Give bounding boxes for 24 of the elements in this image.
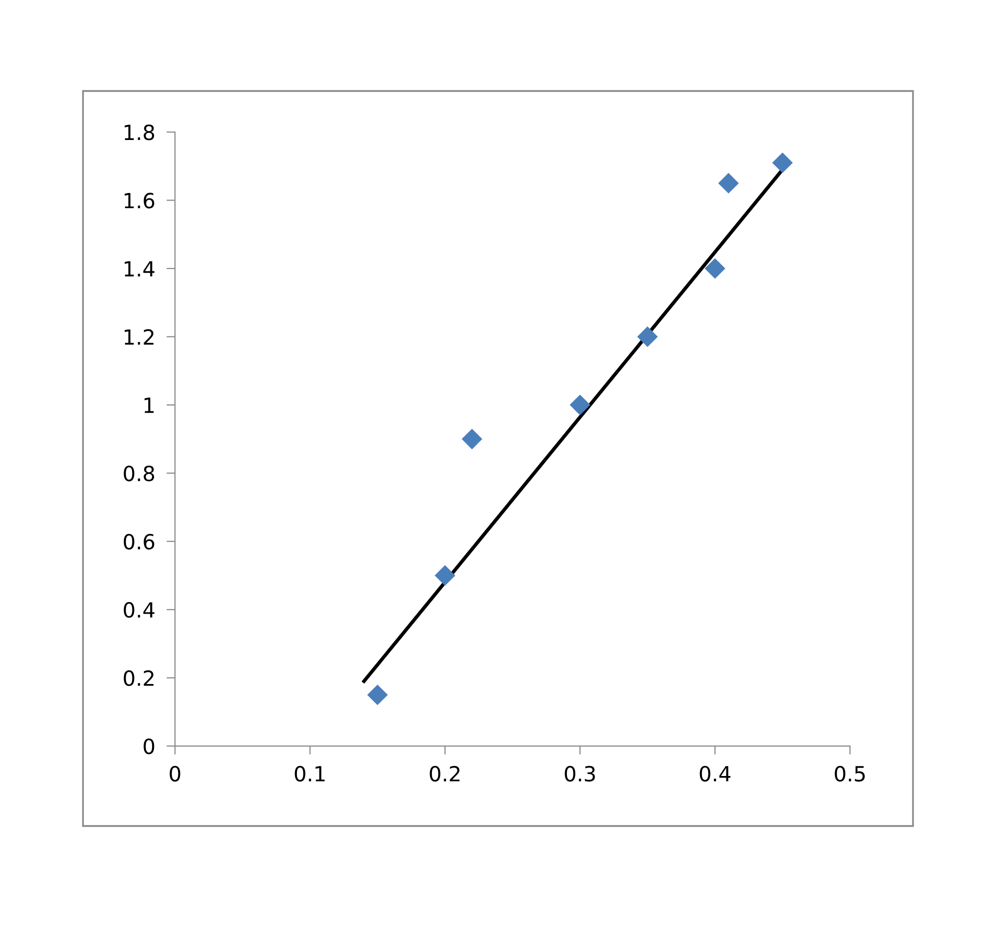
y-tick-label: 1 (144, 398, 154, 413)
point (570, 394, 590, 416)
y-tick-label: 0.2 (124, 670, 154, 686)
y-tick-label: 0 (144, 738, 154, 754)
x-tick-label: 0.1 (294, 766, 325, 782)
point (367, 684, 388, 706)
y-tick-label: 0.8 (124, 466, 154, 482)
y-tick-label: 1.2 (124, 329, 154, 345)
point (637, 326, 658, 348)
y-tick-label: 1.8 (124, 124, 154, 140)
y-tick-label: 0.4 (124, 602, 154, 618)
point (718, 172, 739, 194)
point (434, 565, 456, 586)
x-tick-label: 0.3 (564, 766, 595, 782)
y-tick-label: 1.6 (124, 192, 154, 208)
x-tick-label: 0.4 (700, 766, 730, 782)
x-tick-label: 0.2 (430, 766, 460, 782)
point (462, 428, 482, 450)
point (772, 152, 793, 174)
x-tick-label: 0 (170, 766, 180, 782)
point (704, 258, 726, 279)
y-tick-label: 1.4 (124, 261, 154, 276)
y-tick-label: 0.6 (124, 534, 154, 550)
x-tick-label: 0.5 (834, 766, 865, 782)
